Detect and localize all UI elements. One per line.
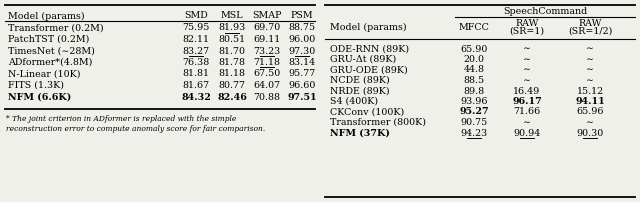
Text: 81.93: 81.93 bbox=[218, 23, 246, 33]
Text: GRU-ODE (89K): GRU-ODE (89K) bbox=[330, 65, 408, 75]
Text: 96.17: 96.17 bbox=[512, 97, 542, 106]
Text: 90.30: 90.30 bbox=[577, 128, 604, 138]
Text: 90.94: 90.94 bbox=[513, 128, 541, 138]
Text: GRU-Δt (89K): GRU-Δt (89K) bbox=[330, 55, 396, 64]
Text: 88.75: 88.75 bbox=[289, 23, 316, 33]
Text: N-Linear (10K): N-Linear (10K) bbox=[8, 69, 81, 79]
Text: 67.50: 67.50 bbox=[253, 69, 280, 79]
Text: ∼: ∼ bbox=[586, 55, 594, 64]
Text: 95.27: 95.27 bbox=[459, 107, 489, 117]
Text: 81.78: 81.78 bbox=[218, 58, 246, 67]
Text: 93.96: 93.96 bbox=[460, 97, 488, 106]
Text: Model (params): Model (params) bbox=[330, 22, 406, 32]
Text: SMD: SMD bbox=[184, 12, 208, 20]
Text: 84.32: 84.32 bbox=[181, 93, 211, 101]
Text: 97.51: 97.51 bbox=[287, 93, 317, 101]
Text: 76.38: 76.38 bbox=[182, 58, 210, 67]
Text: 71.18: 71.18 bbox=[253, 58, 280, 67]
Text: S4 (400K): S4 (400K) bbox=[330, 97, 378, 106]
Text: Transformer (0.2M): Transformer (0.2M) bbox=[8, 23, 104, 33]
Text: 69.70: 69.70 bbox=[253, 23, 280, 33]
Text: ∼: ∼ bbox=[586, 76, 594, 85]
Text: 94.23: 94.23 bbox=[460, 128, 488, 138]
Text: PatchTST (0.2M): PatchTST (0.2M) bbox=[8, 35, 90, 44]
Text: RAW: RAW bbox=[515, 19, 539, 27]
Text: TimesNet (∼28M): TimesNet (∼28M) bbox=[8, 46, 95, 56]
Text: 15.12: 15.12 bbox=[577, 86, 604, 96]
Text: MSL: MSL bbox=[221, 12, 243, 20]
Text: ODE-RNN (89K): ODE-RNN (89K) bbox=[330, 44, 409, 54]
Text: ∼: ∼ bbox=[586, 44, 594, 54]
Text: 75.95: 75.95 bbox=[182, 23, 210, 33]
Text: MFCC: MFCC bbox=[459, 22, 490, 32]
Text: RAW: RAW bbox=[579, 19, 602, 27]
Text: 94.11: 94.11 bbox=[575, 97, 605, 106]
Text: 16.49: 16.49 bbox=[513, 86, 541, 96]
Text: 81.81: 81.81 bbox=[182, 69, 209, 79]
Text: NFM (6.6K): NFM (6.6K) bbox=[8, 93, 71, 101]
Text: ∼: ∼ bbox=[523, 55, 531, 64]
Text: 90.75: 90.75 bbox=[460, 118, 488, 127]
Text: 81.18: 81.18 bbox=[218, 69, 246, 79]
Text: FITS (1.3K): FITS (1.3K) bbox=[8, 81, 64, 90]
Text: Model (params): Model (params) bbox=[8, 12, 84, 21]
Text: 83.27: 83.27 bbox=[182, 46, 209, 56]
Text: reconstruction error to compute anomaly score for fair comparison.: reconstruction error to compute anomaly … bbox=[6, 125, 265, 133]
Text: 65.96: 65.96 bbox=[576, 107, 604, 117]
Text: 81.67: 81.67 bbox=[182, 81, 209, 90]
Text: CKConv (100K): CKConv (100K) bbox=[330, 107, 404, 117]
Text: Transformer (800K): Transformer (800K) bbox=[330, 118, 426, 127]
Text: 69.11: 69.11 bbox=[253, 35, 280, 44]
Text: 89.8: 89.8 bbox=[463, 86, 484, 96]
Text: SpeechCommand: SpeechCommand bbox=[503, 6, 587, 16]
Text: ∼: ∼ bbox=[523, 44, 531, 54]
Text: 88.5: 88.5 bbox=[463, 76, 484, 85]
Text: 96.00: 96.00 bbox=[289, 35, 316, 44]
Text: ∼: ∼ bbox=[523, 65, 531, 75]
Text: 44.8: 44.8 bbox=[463, 65, 484, 75]
Text: 70.88: 70.88 bbox=[253, 93, 280, 101]
Text: ADformer*(4.8M): ADformer*(4.8M) bbox=[8, 58, 92, 67]
Text: 73.23: 73.23 bbox=[253, 46, 280, 56]
Text: ∼: ∼ bbox=[586, 65, 594, 75]
Text: 65.90: 65.90 bbox=[460, 44, 488, 54]
Text: SMAP: SMAP bbox=[252, 12, 282, 20]
Text: ∼: ∼ bbox=[523, 76, 531, 85]
Text: (SR=1/2): (SR=1/2) bbox=[568, 26, 612, 36]
Text: ∼: ∼ bbox=[586, 118, 594, 127]
Text: * The joint criterion in ADformer is replaced with the simple: * The joint criterion in ADformer is rep… bbox=[6, 115, 236, 123]
Text: 97.30: 97.30 bbox=[289, 46, 316, 56]
Text: NRDE (89K): NRDE (89K) bbox=[330, 86, 390, 96]
Text: 96.60: 96.60 bbox=[288, 81, 316, 90]
Text: 82.11: 82.11 bbox=[182, 35, 209, 44]
Text: ∼: ∼ bbox=[523, 118, 531, 127]
Text: 83.14: 83.14 bbox=[289, 58, 316, 67]
Text: (SR=1): (SR=1) bbox=[509, 26, 545, 36]
Text: 20.0: 20.0 bbox=[463, 55, 484, 64]
Text: NFM (37K): NFM (37K) bbox=[330, 128, 390, 138]
Text: 80.77: 80.77 bbox=[218, 81, 246, 90]
Text: PSM: PSM bbox=[291, 12, 314, 20]
Text: 95.77: 95.77 bbox=[289, 69, 316, 79]
Text: NCDE (89K): NCDE (89K) bbox=[330, 76, 390, 85]
Text: 71.66: 71.66 bbox=[513, 107, 541, 117]
Text: 82.46: 82.46 bbox=[217, 93, 247, 101]
Text: 64.07: 64.07 bbox=[253, 81, 280, 90]
Text: 81.70: 81.70 bbox=[218, 46, 246, 56]
Text: 80.51: 80.51 bbox=[218, 35, 246, 44]
